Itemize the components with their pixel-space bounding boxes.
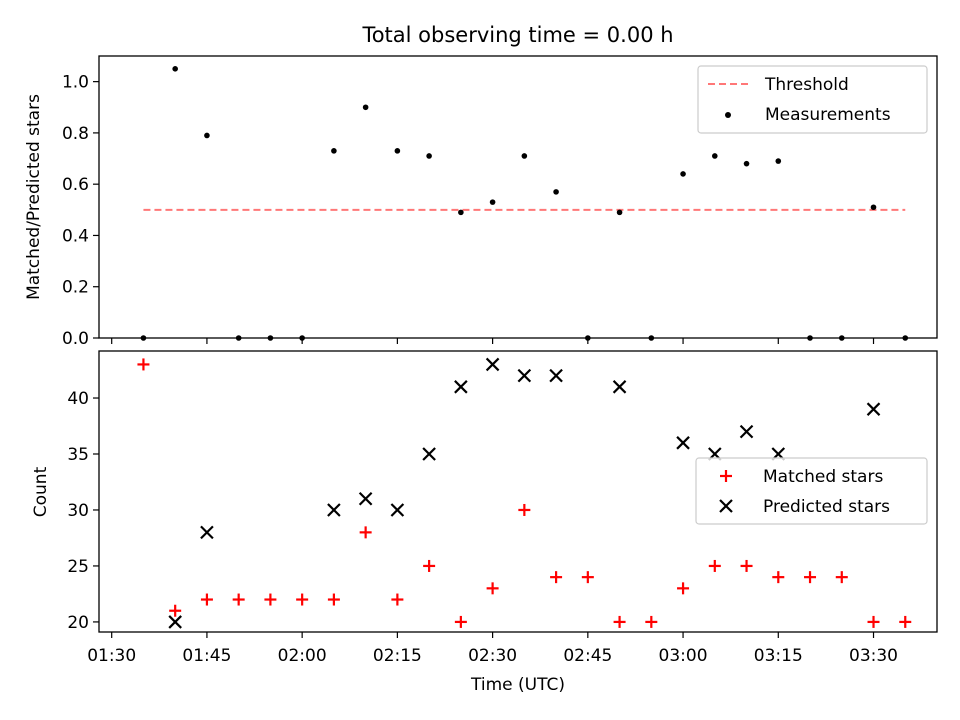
measurement-point xyxy=(458,209,464,216)
bottom-y-tick-label: 30 xyxy=(67,501,89,521)
measurement-point xyxy=(362,104,369,111)
top-y-tick-label: 0.2 xyxy=(62,278,89,298)
top-y-tick-label: 0.4 xyxy=(62,226,89,246)
bottom-y-tick-label: 25 xyxy=(67,557,89,577)
predicted-star-point xyxy=(358,491,373,506)
predicted-star-point xyxy=(676,436,690,450)
top-legend-box xyxy=(697,65,928,134)
predicted-star-point xyxy=(485,357,500,372)
matched-star-point xyxy=(835,571,848,584)
top-y-tick-label: 0.8 xyxy=(62,124,89,144)
threshold-legend-label: Threshold xyxy=(764,75,849,95)
bottom-panel: 20 25 30 35 40 01:30 01:45 02:00 02:15 02:30 02:45… xyxy=(31,350,938,695)
bottom-plot-frame xyxy=(98,350,938,633)
matched-star-point xyxy=(137,358,150,371)
top-axis-ticks: 0.0 0.2 0.4 0.6 0.8 1.0 xyxy=(62,73,875,349)
predicted-star-point xyxy=(517,368,532,383)
measurement-point xyxy=(172,66,178,72)
top-plot-frame xyxy=(98,55,938,339)
x-tick-label: 02:15 xyxy=(373,646,422,666)
measurement-point xyxy=(489,199,496,205)
measurement-point xyxy=(521,153,528,159)
matched-star-point xyxy=(423,559,436,572)
measurement-point xyxy=(743,160,750,167)
measurement-point xyxy=(712,153,718,159)
top-legend: Threshold Measurements xyxy=(697,65,928,134)
measurements-legend-swatch xyxy=(725,112,731,118)
bottom-y-tick-label: 20 xyxy=(67,613,89,633)
predicted-star-point xyxy=(168,615,182,629)
matched-star-point xyxy=(518,503,531,516)
predicted-star-point xyxy=(549,368,563,383)
measurement-point xyxy=(394,148,401,154)
predicted-star-point xyxy=(390,503,405,517)
x-tick-label: 01:30 xyxy=(87,646,136,666)
measurement-point xyxy=(426,153,432,159)
x-tick-label: 01:45 xyxy=(182,646,231,666)
matched-star-point xyxy=(454,615,467,628)
matched-star-point xyxy=(232,593,245,606)
top-chart-title: Total observing time = 0.00 h xyxy=(361,23,673,47)
predicted-star-point xyxy=(200,525,214,540)
x-tick-label: 02:00 xyxy=(278,646,327,666)
matched-star-point xyxy=(296,593,309,606)
matched-star-point xyxy=(772,571,785,584)
matched-star-point xyxy=(581,571,594,584)
matched-star-point xyxy=(613,615,626,628)
top-y-tick-label: 0.0 xyxy=(62,329,89,349)
matched-star-point xyxy=(169,604,182,617)
matched-star-point xyxy=(550,571,563,584)
top-panel: 0.0 0.2 0.4 0.6 0.8 1.0 Total observing time … xyxy=(24,23,938,349)
matched-star-point xyxy=(899,615,912,628)
predicted-star-point xyxy=(454,380,468,394)
measurement-point xyxy=(331,148,337,154)
measurement-point xyxy=(680,171,686,177)
measurement-point xyxy=(553,189,559,195)
matched-stars-legend-label: Matched stars xyxy=(763,467,883,487)
matched-star-point xyxy=(359,526,372,539)
predicted-star-point xyxy=(612,380,627,394)
matched-star-point xyxy=(200,593,213,606)
x-tick-label: 02:45 xyxy=(563,646,612,666)
predicted-stars-legend-label: Predicted stars xyxy=(763,497,890,517)
x-tick-label: 02:30 xyxy=(468,646,517,666)
bottom-axis-ticks: 20 25 30 35 40 01:30 01:45 02:00 02:15 02:30 02:45… xyxy=(67,389,898,666)
x-tick-label: 03:00 xyxy=(659,646,708,666)
measurements-legend-label: Measurements xyxy=(765,105,891,125)
bottom-plot-marks xyxy=(137,357,912,629)
bottom-y-tick-label: 40 xyxy=(67,389,89,409)
matched-star-point xyxy=(486,582,499,595)
x-tick-label: 03:15 xyxy=(754,646,803,666)
top-y-tick-label: 1.0 xyxy=(62,73,89,93)
matched-star-point xyxy=(740,559,753,572)
matched-star-point xyxy=(264,593,277,606)
measurement-point xyxy=(204,132,210,139)
predicted-star-point xyxy=(739,424,754,439)
predicted-stars-legend-swatch xyxy=(719,499,733,513)
bottom-y-tick-label: 35 xyxy=(67,445,89,465)
matched-star-point xyxy=(327,593,340,606)
predicted-star-point xyxy=(327,503,341,517)
measurement-point xyxy=(616,209,623,216)
measurement-point xyxy=(870,204,877,211)
matched-stars-legend-swatch xyxy=(720,470,732,482)
matched-star-point xyxy=(867,615,880,628)
top-y-axis-label: Matched/Predicted stars xyxy=(24,94,44,300)
matched-star-point xyxy=(645,615,658,628)
top-y-tick-label: 0.6 xyxy=(62,175,89,195)
x-tick-label: 03:30 xyxy=(849,646,898,666)
matched-star-point xyxy=(804,571,817,584)
x-axis-label: Time (UTC) xyxy=(470,675,565,695)
predicted-star-point xyxy=(422,447,436,461)
bottom-legend: Matched stars Predicted stars xyxy=(695,457,928,525)
matched-star-point xyxy=(391,593,404,606)
matched-star-point xyxy=(677,582,690,595)
predicted-star-point xyxy=(866,402,881,416)
matched-star-point xyxy=(708,559,721,572)
measurement-point xyxy=(775,158,782,164)
bottom-legend-box xyxy=(695,457,928,525)
bottom-y-axis-label: Count xyxy=(31,466,51,517)
